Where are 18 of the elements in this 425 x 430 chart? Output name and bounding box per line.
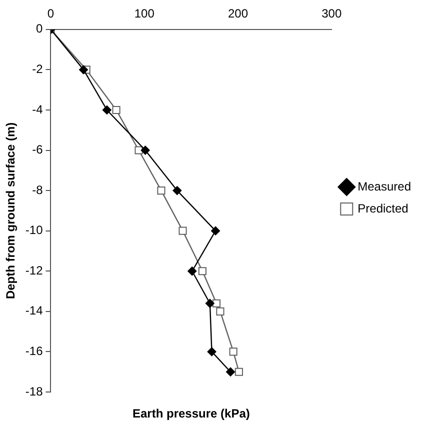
y-tick-label: -2 [32,62,44,76]
x-tick-label: 300 [322,6,342,21]
y-tick-label: -18 [25,384,44,398]
x-tick-label: 100 [134,6,155,21]
x-tick-label: 200 [228,6,248,21]
y-tick-label: -8 [32,182,44,197]
y-tick-label: 0 [36,22,44,36]
x-axis-title: Earth pressure (kPa) [132,406,250,420]
y-tick-label: -10 [25,223,44,238]
y-tick-label: -4 [32,102,44,116]
y-tick-label: -6 [32,142,44,157]
y-axis-title: Depth from ground surface (m) [4,122,18,300]
legend-label: Measured [358,179,412,194]
y-tick-label: -12 [25,263,44,278]
x-tick-label: 0 [47,6,54,21]
y-tick-label: -14 [25,304,44,318]
y-tick-label: -16 [25,344,44,358]
legend-label: Predicted [358,201,408,216]
